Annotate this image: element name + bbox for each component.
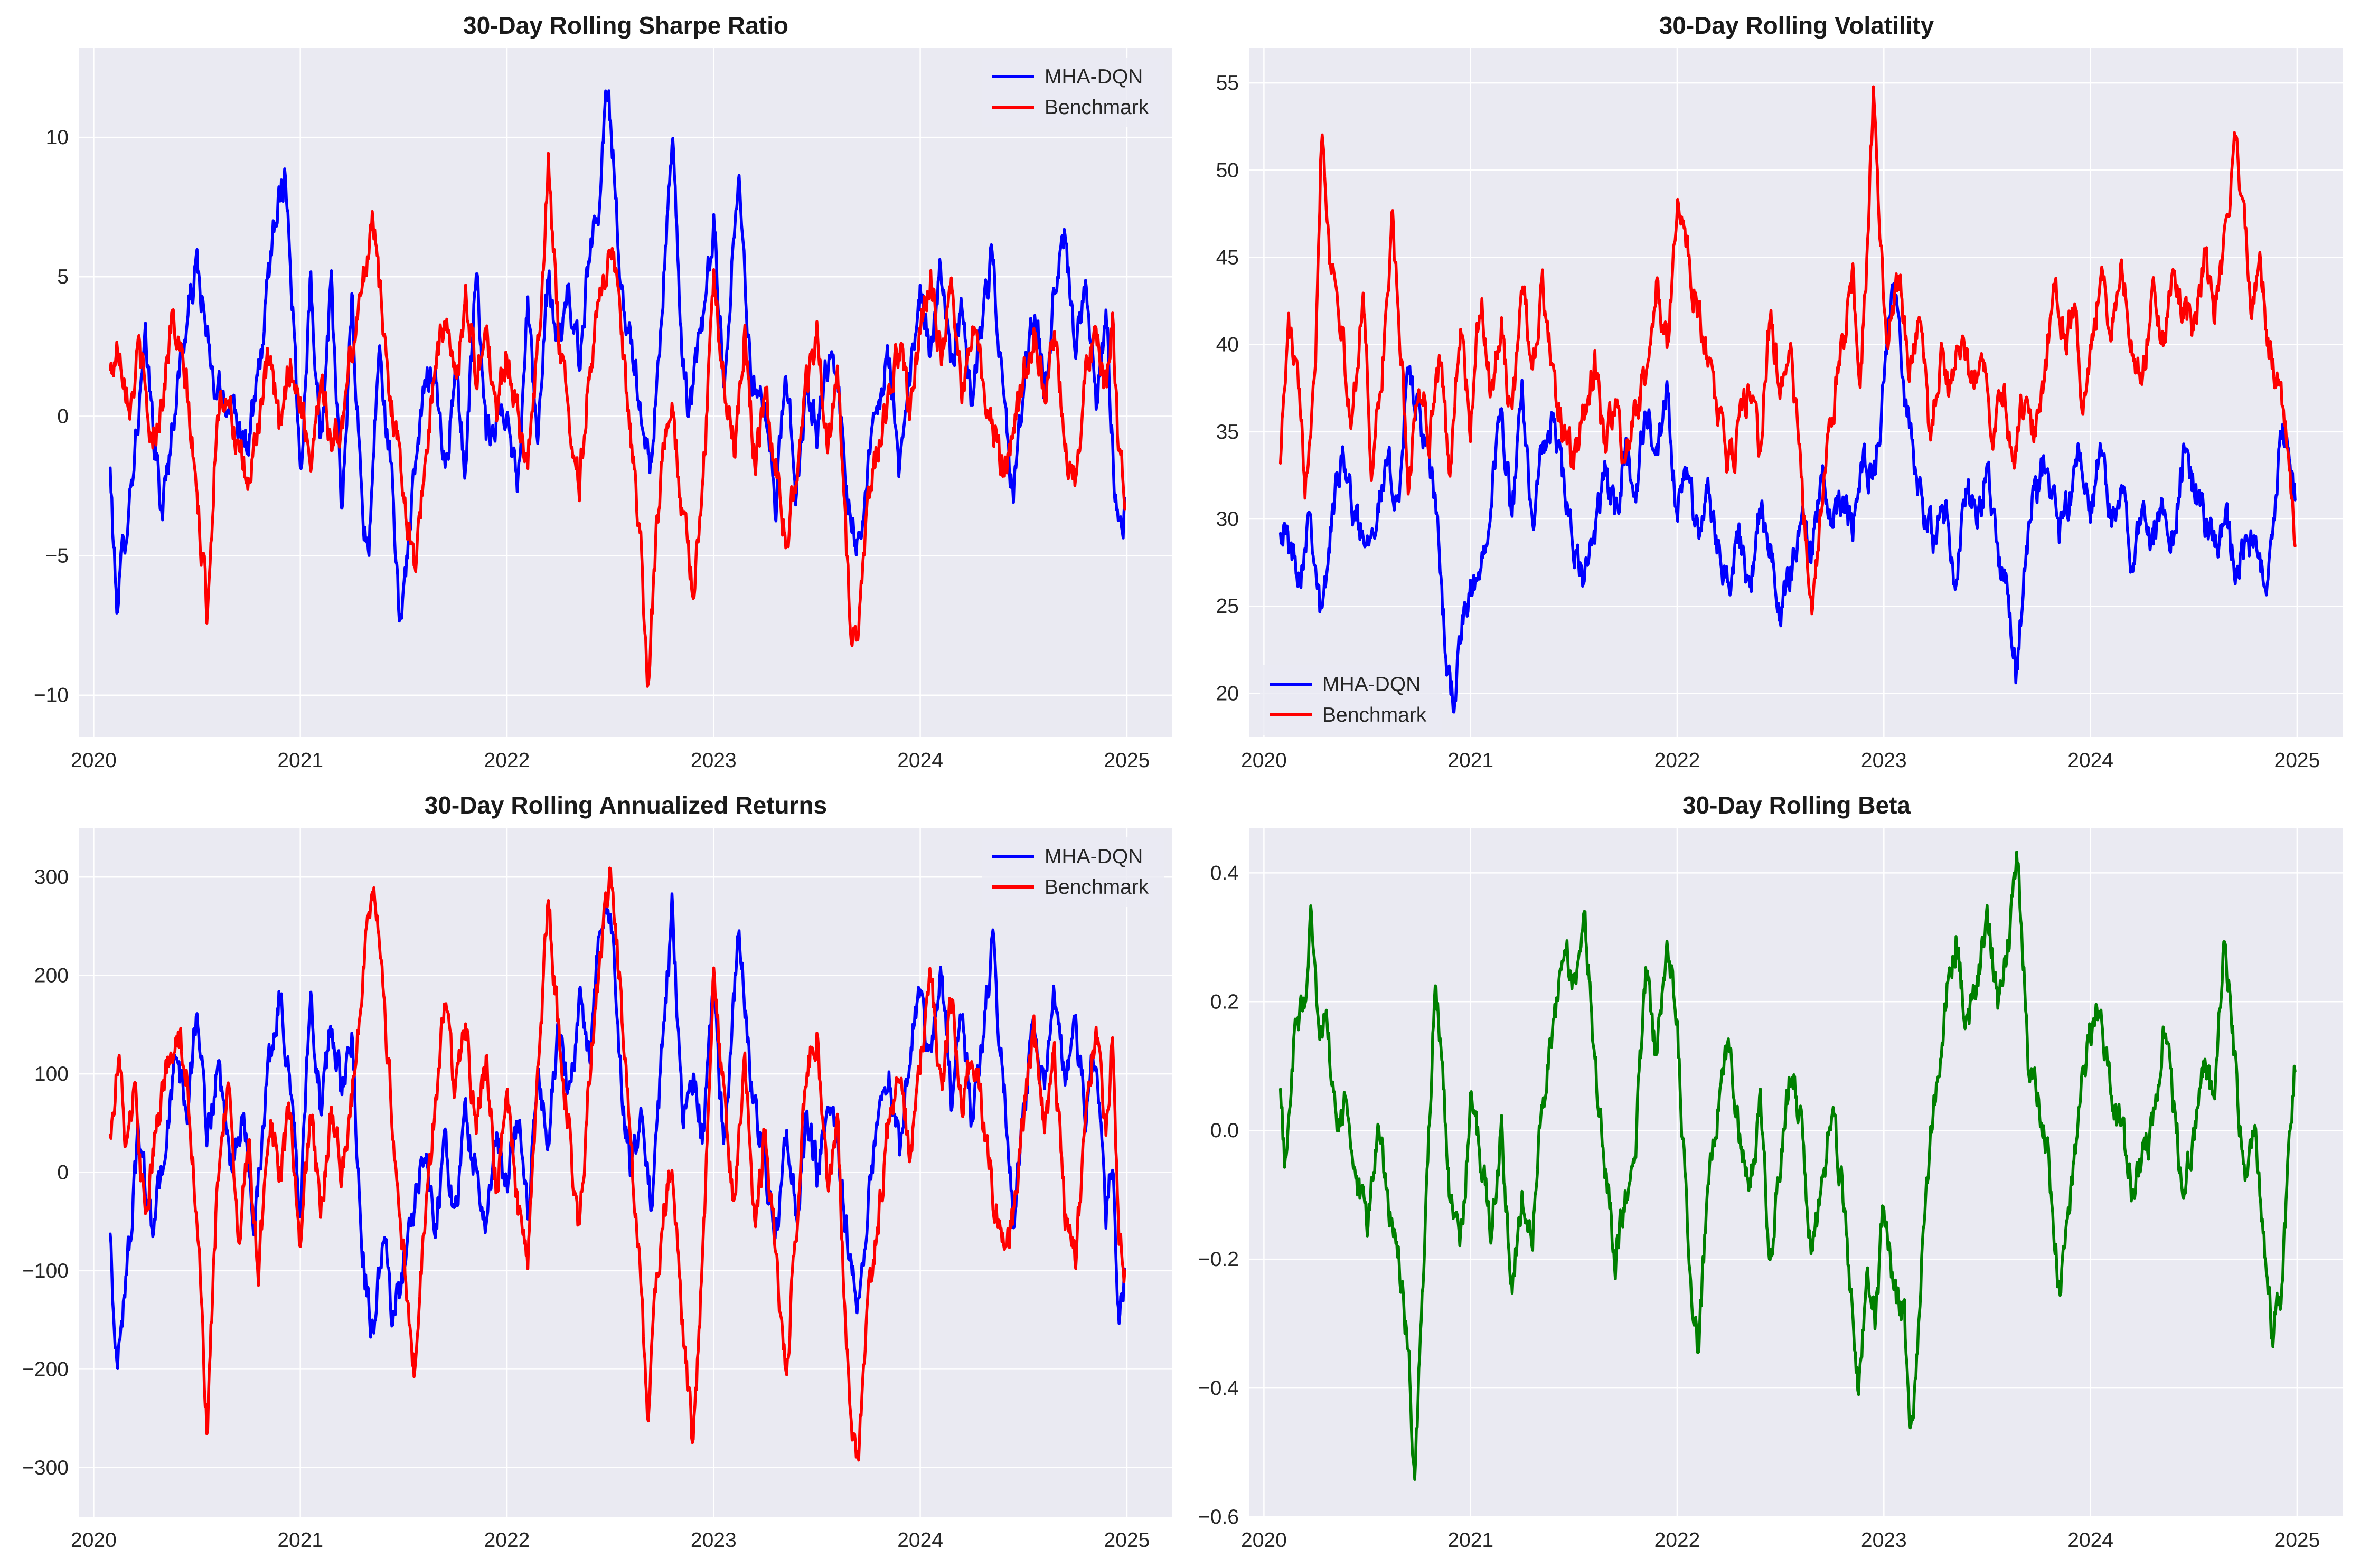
- volatility-legend-label-benchmark: Benchmark: [1322, 704, 1427, 726]
- sharpe-ratio-title: 30-Day Rolling Sharpe Ratio: [463, 12, 788, 39]
- sharpe-ratio-xtick-label: 2022: [484, 749, 530, 772]
- sharpe-ratio-xtick-label: 2020: [71, 749, 117, 772]
- annualized-returns-ytick-label: −100: [22, 1260, 69, 1282]
- sharpe-ratio-xtick-label: 2024: [897, 749, 943, 772]
- beta-ytick-label: 0.2: [1210, 990, 1239, 1013]
- annualized-returns-xtick-label: 2022: [484, 1529, 530, 1552]
- beta-beta-series-line: [1278, 850, 2297, 1481]
- volatility-benchmark-series-line: [1278, 85, 2297, 616]
- volatility-mha-dqn-series-line: [1278, 282, 2297, 714]
- sharpe-ratio-panel: 30-Day Rolling Sharpe Ratio −10 −5 0 5 10 202…: [34, 12, 1172, 772]
- sharpe-ratio-legend: MHA-DQN Benchmark: [982, 58, 1164, 127]
- volatility-ytick-label: 45: [1216, 246, 1239, 269]
- sharpe-ratio-axes: −10 −5 0 5 10 2020 2021 2022 2023 2024 2025: [34, 48, 1172, 772]
- sharpe-ratio-xtick-label: 2025: [1104, 749, 1150, 772]
- volatility-panel: 30-Day Rolling Volatility 20253035404550…: [1216, 12, 2343, 772]
- annualized-returns-xtick-label: 2020: [71, 1529, 117, 1552]
- sharpe-ratio-legend-label-mha-dqn: MHA-DQN: [1045, 65, 1143, 88]
- annualized-returns-xtick-label: 2021: [277, 1529, 323, 1552]
- annualized-returns-legend-label-benchmark: Benchmark: [1045, 876, 1149, 899]
- beta-xtick-label: 2021: [1447, 1529, 1493, 1552]
- volatility-plot-area: [1249, 48, 2343, 737]
- annualized-returns-ytick-label: 200: [34, 965, 69, 987]
- volatility-ytick-label: 40: [1216, 334, 1239, 356]
- beta-xtick-label: 2025: [2274, 1529, 2320, 1552]
- volatility-ytick-label: 35: [1216, 421, 1239, 443]
- volatility-xtick-label: 2020: [1241, 749, 1287, 772]
- beta-panel: 30-Day Rolling Beta −0.6 −0.4 −0.2 0.0 0.2 0.…: [1198, 791, 2343, 1552]
- beta-ytick-label: −0.6: [1198, 1506, 1239, 1528]
- volatility-xtick-label: 2021: [1447, 749, 1493, 772]
- beta-ytick-label: −0.2: [1198, 1248, 1239, 1271]
- beta-xtick-label: 2023: [1861, 1529, 1907, 1552]
- sharpe-ratio-ytick-label: 0: [57, 405, 69, 428]
- annualized-returns-xtick-label: 2023: [691, 1529, 737, 1552]
- annualized-returns-xtick-label: 2024: [897, 1529, 943, 1552]
- annualized-returns-ytick-label: 0: [57, 1161, 69, 1184]
- beta-xtick-label: 2022: [1654, 1529, 1700, 1552]
- volatility-xtick-label: 2024: [2067, 749, 2113, 772]
- beta-axes: −0.6 −0.4 −0.2 0.0 0.2 0.4 2020 2021 2022 2023 202…: [1198, 828, 2343, 1552]
- sharpe-ratio-benchmark-series-line: [108, 152, 1126, 688]
- volatility-ytick-label: 20: [1216, 682, 1239, 705]
- annualized-returns-ytick-label: −300: [22, 1457, 69, 1479]
- volatility-legend-box: [1260, 665, 1442, 735]
- annualized-returns-xtick-label: 2025: [1104, 1529, 1150, 1552]
- sharpe-ratio-ytick-label: 5: [57, 266, 69, 288]
- sharpe-ratio-ytick-label: −10: [34, 684, 69, 707]
- volatility-ytick-label: 50: [1216, 159, 1239, 182]
- beta-ytick-label: 0.0: [1210, 1119, 1239, 1142]
- volatility-xtick-label: 2022: [1654, 749, 1700, 772]
- beta-plot-area: [1249, 828, 2343, 1517]
- annualized-returns-axes: −300 −200 −100 0 100 200 300 2020 2021 2022 2023 20…: [22, 828, 1172, 1552]
- annualized-returns-title: 30-Day Rolling Annualized Returns: [425, 791, 828, 819]
- volatility-title: 30-Day Rolling Volatility: [1659, 12, 1934, 39]
- annualized-returns-ytick-label: 300: [34, 866, 69, 889]
- annualized-returns-benchmark-series-line: [108, 866, 1126, 1462]
- sharpe-ratio-xtick-label: 2023: [691, 749, 737, 772]
- sharpe-ratio-xtick-label: 2021: [277, 749, 323, 772]
- annualized-returns-ytick-label: −200: [22, 1358, 69, 1381]
- sharpe-ratio-legend-label-benchmark: Benchmark: [1045, 96, 1149, 119]
- annualized-returns-ytick-label: 100: [34, 1063, 69, 1085]
- volatility-legend-label-mha-dqn: MHA-DQN: [1322, 673, 1421, 696]
- volatility-legend: MHA-DQN Benchmark: [1260, 665, 1442, 735]
- beta-title: 30-Day Rolling Beta: [1682, 791, 1911, 819]
- volatility-ytick-label: 25: [1216, 595, 1239, 618]
- volatility-xtick-label: 2025: [2274, 749, 2320, 772]
- beta-ytick-label: 0.4: [1210, 862, 1239, 884]
- volatility-ytick-label: 55: [1216, 72, 1239, 95]
- sharpe-ratio-ytick-label: 10: [46, 126, 69, 149]
- beta-xtick-label: 2024: [2067, 1529, 2113, 1552]
- sharpe-ratio-ytick-label: −5: [45, 545, 69, 568]
- annualized-returns-legend: MHA-DQN Benchmark: [982, 837, 1164, 907]
- annualized-returns-legend-box: [982, 837, 1164, 907]
- volatility-xtick-label: 2023: [1861, 749, 1907, 772]
- volatility-ytick-label: 30: [1216, 508, 1239, 531]
- beta-xtick-label: 2020: [1241, 1529, 1287, 1552]
- beta-ytick-label: −0.4: [1198, 1377, 1239, 1400]
- sharpe-ratio-legend-box: [982, 58, 1164, 127]
- annualized-returns-panel: 30-Day Rolling Annualized Returns −300 −2…: [22, 791, 1172, 1552]
- annualized-returns-legend-label-mha-dqn: MHA-DQN: [1045, 845, 1143, 868]
